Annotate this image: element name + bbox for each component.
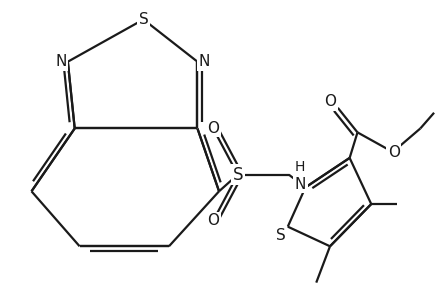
Text: H: H xyxy=(295,160,305,174)
Text: N: N xyxy=(55,54,66,69)
Text: N: N xyxy=(198,54,210,69)
Text: O: O xyxy=(388,145,400,160)
Text: O: O xyxy=(207,121,219,136)
Text: O: O xyxy=(324,95,336,110)
Text: S: S xyxy=(233,165,243,184)
Text: S: S xyxy=(276,228,286,243)
Text: N: N xyxy=(295,177,306,192)
Text: O: O xyxy=(207,213,219,228)
Text: S: S xyxy=(139,12,148,27)
